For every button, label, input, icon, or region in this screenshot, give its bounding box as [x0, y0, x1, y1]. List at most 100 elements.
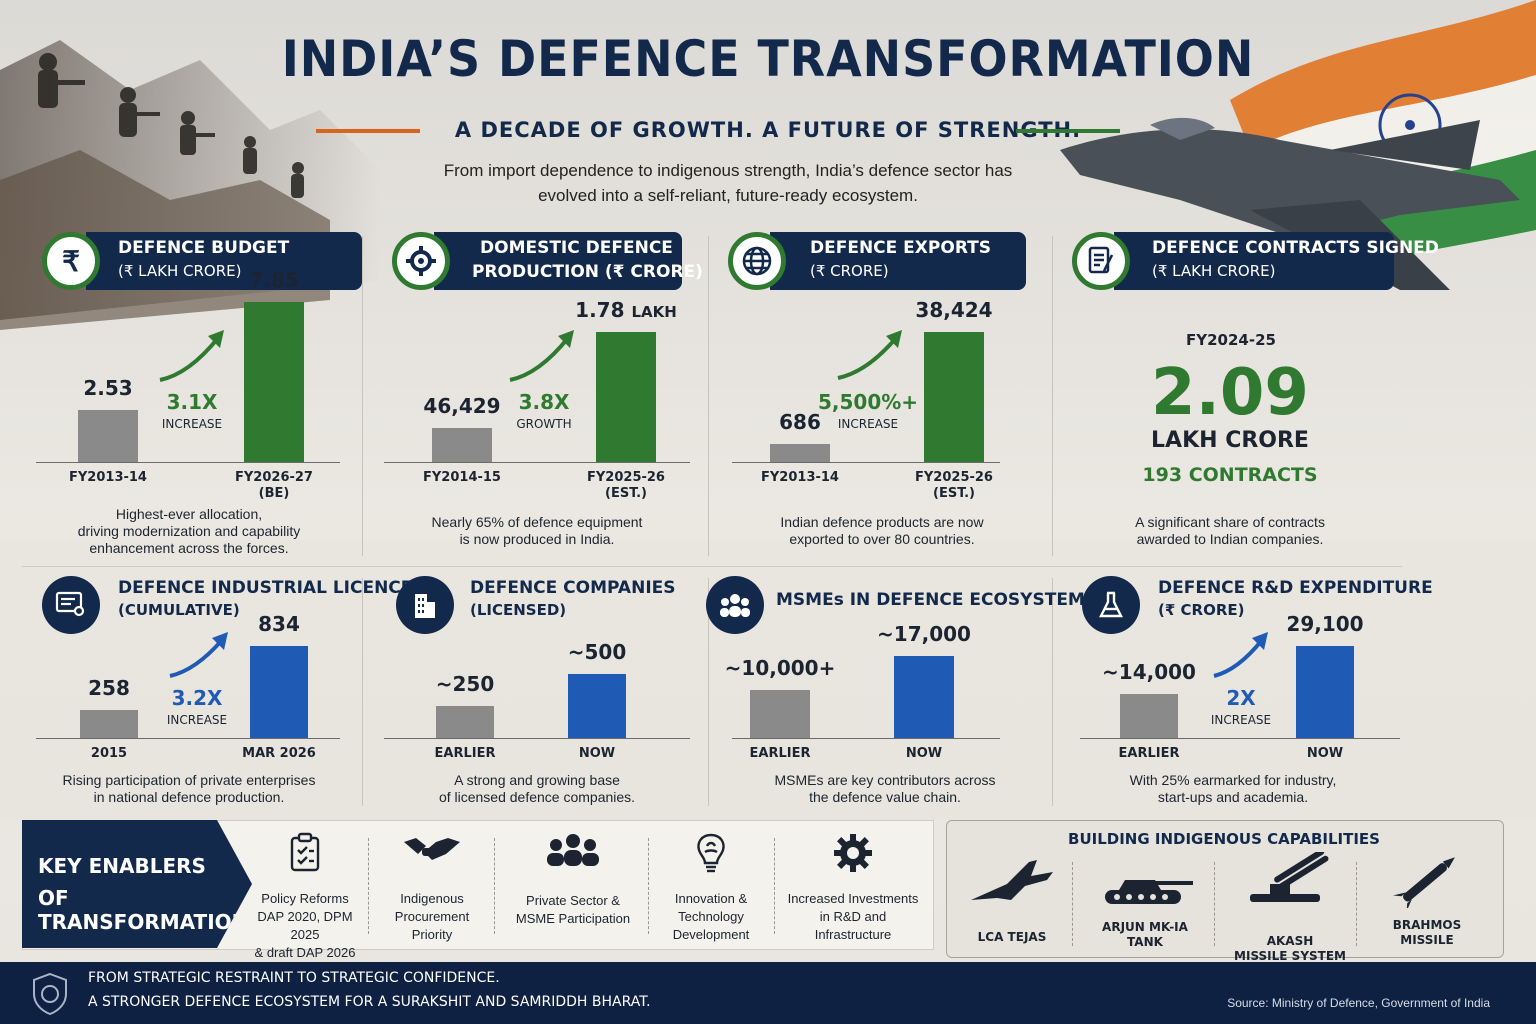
description-line: is now produced in India.: [459, 531, 615, 547]
chart-baseline: [384, 462, 690, 463]
card-description: A strong and growing base of licensed def…: [384, 772, 690, 806]
people-group-icon: [498, 832, 648, 884]
bar-value-label: ~14,000: [1102, 659, 1196, 684]
card-unit-rnd: (₹ CRORE): [1158, 601, 1245, 619]
card-description: Nearly 65% of defence equipment is now pr…: [384, 514, 690, 548]
card-header-defence-contracts: DEFENCE CONTRACTS SIGNED (₹ LAKH CRORE): [1114, 232, 1439, 290]
card-description: A significant share of contracts awarded …: [1080, 514, 1380, 548]
description-line: A significant share of contracts: [1135, 514, 1325, 530]
soldiers-silhouette: [38, 53, 304, 198]
page-subtitle: A DECADE OF GROWTH. A FUTURE OF STRENGTH…: [454, 118, 1082, 142]
bar-value-label: 834: [258, 612, 300, 636]
card-title: DEFENCE CONTRACTS SIGNED: [1152, 238, 1439, 258]
intro-line-2: evolved into a self-reliant, future-read…: [538, 186, 918, 205]
enabler-label-line: & draft DAP 2026: [254, 945, 356, 960]
column-divider: [362, 236, 363, 556]
description-line: MSMEs are key contributors across: [774, 772, 996, 788]
factory-gear-icon: [392, 232, 450, 290]
x-tick-label: NOW: [905, 746, 943, 761]
x-tick-label: FY2013-14: [69, 470, 147, 485]
card-title: DEFENCE EXPORTS: [810, 238, 991, 258]
chart-baseline: [1080, 738, 1400, 739]
bar-after: [924, 332, 984, 462]
chart-baseline: [732, 738, 1000, 739]
flask-icon: [1082, 576, 1140, 634]
enabler-separator: [774, 838, 775, 934]
missile-launcher-icon: [1220, 848, 1360, 913]
rupee-icon: ₹: [42, 232, 100, 290]
chart-baseline: [36, 738, 340, 739]
enabler-label-line: DAP 2020, DPM 2025: [257, 909, 353, 942]
bar-before: [770, 444, 830, 462]
globe-icon: [728, 232, 786, 290]
contracts-value: 2.09: [1151, 356, 1309, 430]
contract-document-icon: [1072, 232, 1130, 290]
bar-value-label: ~250: [435, 672, 495, 696]
contracts-count: 193 CONTRACTS: [1142, 464, 1318, 486]
enabler-label: Innovation & Technology Development: [652, 890, 770, 944]
multiplier-value: 3.2X: [171, 686, 223, 710]
key-enablers-title-1: KEY ENABLERS: [38, 854, 206, 878]
enabler-separator: [648, 838, 649, 934]
description-line: exported to over 80 countries.: [789, 531, 975, 547]
bar-after: [1296, 646, 1354, 738]
enabler-label-line: Private Sector &: [526, 893, 620, 908]
bar-value-label: 2.53: [83, 376, 133, 401]
enabler-label: Private Sector & MSME Participation: [498, 892, 648, 928]
bar-after: [596, 332, 656, 462]
card-unit: (₹ LAKH CRORE): [1152, 262, 1276, 280]
enabler-label-line: Increased Investments: [787, 891, 919, 906]
x-tick-label: FY2014-15: [423, 470, 501, 485]
unit-suffix: LAKH: [631, 303, 677, 321]
bar-value-label: 29,100: [1286, 612, 1364, 636]
card-unit-companies: (LICENSED): [470, 601, 567, 619]
footer-bar: FROM STRATEGIC RESTRAINT TO STRATEGIC CO…: [0, 962, 1536, 1024]
enabler-label-line: Infrastructure: [814, 927, 892, 942]
card-header-domestic-production: DOMESTIC DEFENCE PRODUCTION (₹ CRORE): [434, 232, 703, 290]
bar-value-label: ~500: [567, 640, 627, 664]
bar-after: [244, 302, 304, 462]
bar-before: [750, 689, 810, 738]
column-divider: [362, 578, 363, 806]
x-tick-label: EARLIER: [434, 746, 496, 761]
card-description: Highest-ever allocation, driving moderniz…: [36, 506, 342, 557]
intro-text: From import dependence to indigenous str…: [368, 158, 1088, 208]
description-line: With 25% earmarked for industry,: [1129, 772, 1337, 788]
bar-after: [894, 656, 954, 738]
capability-label-line: BRAHMOS: [1392, 918, 1462, 932]
enabler-label-line: Procurement: [394, 909, 470, 924]
footer-tagline-2: A STRONGER DEFENCE ECOSYSTEM FOR A SURAK…: [88, 994, 651, 1010]
enabler-label: Indigenous Procurement Priority: [372, 890, 492, 944]
enabler-label-line: Development: [672, 927, 750, 942]
bar-value-label: 258: [88, 675, 130, 700]
multiplier-label: INCREASE: [166, 713, 228, 727]
shield-emblem-icon: [33, 972, 67, 1016]
bar-before: [1120, 693, 1178, 738]
contracts-year: FY2024-25: [1186, 331, 1276, 349]
chart-baseline: [36, 462, 340, 463]
description-line: the defence value chain.: [809, 789, 961, 805]
enabler-label-line: Priority: [411, 927, 453, 942]
card-description: Rising participation of private enterpri…: [36, 772, 342, 806]
description-line: enhancement across the forces.: [89, 540, 289, 556]
multiplier-value: 3.1X: [166, 390, 218, 414]
contracts-value-unit: LAKH CRORE: [1151, 428, 1309, 453]
x-tick-label: EARLIER: [1118, 746, 1180, 761]
card-unit: (₹ LAKH CRORE): [118, 262, 242, 280]
x-tick-label: NOW: [1306, 746, 1344, 761]
card-title-msmes: MSMEs IN DEFENCE ECOSYSTEM: [776, 590, 1085, 610]
capability-separator: [1072, 862, 1073, 946]
description-line: Indian defence products are now: [780, 514, 984, 530]
footer-source: Source: Ministry of Defence, Government …: [1227, 996, 1490, 1010]
enabler-item: Innovation & Technology Development: [652, 832, 770, 944]
description-line: start-ups and academia.: [1157, 789, 1309, 805]
card-header-defence-exports: DEFENCE EXPORTS (₹ CRORE): [770, 232, 1026, 290]
bar-before: [432, 428, 492, 462]
gear-icon: [778, 832, 928, 884]
capability-label: LCA TEJAS: [952, 930, 1072, 945]
capability-label-line: AKASH: [1266, 934, 1314, 948]
capability-label-line: LCA TEJAS: [977, 930, 1047, 944]
handshake-icon: [372, 832, 492, 884]
capability-separator: [1214, 862, 1215, 946]
capability-label-line: ARJUN MK-IA: [1102, 920, 1188, 934]
